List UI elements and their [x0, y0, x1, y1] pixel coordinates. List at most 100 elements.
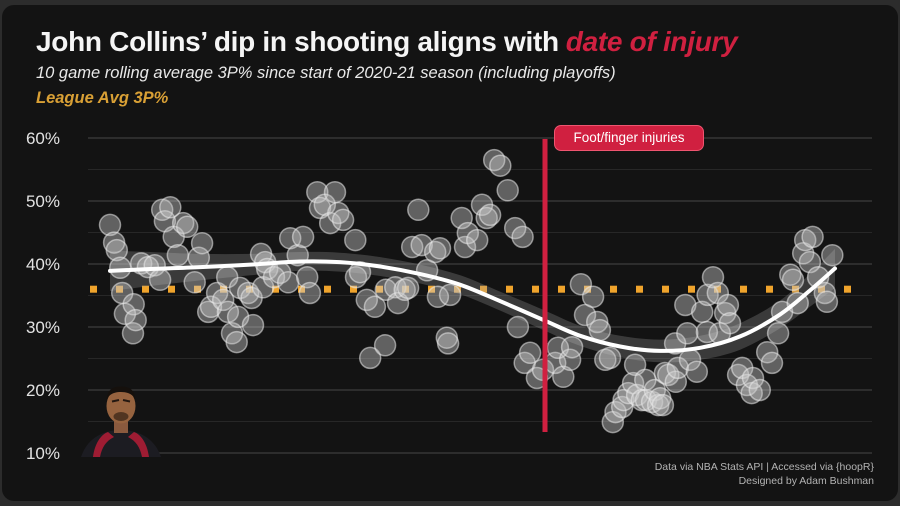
league-avg-dash [662, 285, 669, 293]
scatter-point [748, 378, 772, 402]
scatter-point [741, 366, 765, 390]
scatter-point [685, 360, 709, 383]
scatter-point [676, 322, 699, 345]
league-avg-dash [142, 285, 149, 293]
scatter-point [358, 346, 382, 370]
league-avg-dash [324, 285, 331, 293]
league-avg-dash [298, 285, 305, 293]
scatter-point [407, 198, 430, 222]
scatter-point [552, 365, 575, 389]
scatter-point [610, 395, 634, 419]
scatter-point [205, 281, 229, 305]
league-avg-dash [532, 285, 539, 293]
scatter-point [478, 203, 502, 227]
league-avg-dash [272, 285, 279, 293]
league-avg-dash [610, 285, 617, 293]
scatter-point [716, 293, 740, 317]
scatter-point [489, 154, 512, 177]
scatter-point [821, 243, 844, 267]
scatter-point [503, 216, 527, 240]
scatter-point [781, 268, 805, 292]
scatter-point [428, 237, 452, 260]
scatter-point [298, 281, 322, 305]
scatter-point [438, 283, 462, 307]
scatter-point [475, 206, 498, 230]
y-tick-label: 50% [26, 192, 60, 211]
scatter-point [199, 295, 223, 319]
scatter-point [755, 340, 779, 364]
scatter-point [344, 228, 367, 252]
injury-annotation-label: Foot/finger injuries [554, 125, 704, 151]
scatter-point [674, 293, 697, 317]
scatter-point [465, 228, 489, 252]
scatter-point [183, 271, 206, 294]
page-title: John Collins’ dip in shooting aligns wit… [36, 26, 738, 58]
scatter-point [718, 311, 742, 335]
scatter-point [664, 370, 688, 394]
player-photo [81, 386, 161, 457]
league-avg-dash [844, 285, 851, 293]
credit-line-1: Data via NBA Stats API | Accessed via {h… [654, 461, 874, 473]
y-tick-label: 10% [26, 444, 60, 463]
scatter-point [291, 225, 315, 249]
scatter-point [262, 265, 286, 289]
league-avg-dash [688, 285, 695, 293]
league-avg-dash [558, 285, 565, 293]
injury-date-line [542, 139, 548, 432]
y-tick-label: 30% [26, 318, 60, 337]
scatter-point [651, 393, 675, 417]
scatter-point [98, 213, 122, 237]
scatter-point [166, 243, 190, 267]
scatter-point [396, 276, 420, 300]
scatter-point [241, 313, 265, 337]
scatter-point [518, 341, 542, 365]
scatter-point [436, 332, 460, 355]
trend-line [108, 259, 837, 353]
scatter-point [363, 295, 387, 319]
league-avg-dash [636, 285, 643, 293]
scatter-point [511, 225, 534, 249]
league-avg-dash [506, 285, 513, 293]
scatter-point [815, 290, 839, 314]
scatter-point [496, 179, 519, 202]
league-avg-dash [194, 285, 201, 293]
credit-line-2: Designed by Adam Bushman [738, 475, 874, 487]
scatter-point [216, 300, 240, 324]
scatter-point [813, 281, 837, 305]
league-avg-dash [480, 285, 487, 293]
y-tick-label: 20% [26, 381, 60, 400]
y-tick-label: 40% [26, 255, 60, 274]
scatter-point [588, 318, 612, 342]
title-accent: date of injury [565, 26, 738, 57]
chart-subtitle: 10 game rolling average 3P% since start … [36, 64, 616, 82]
scatter-point [124, 308, 147, 332]
league-avg-legend: League Avg 3P% [36, 89, 169, 107]
league-avg-dash [766, 285, 773, 293]
scatter-point [410, 233, 433, 257]
league-avg-dash [740, 285, 747, 293]
league-avg-dash [454, 285, 461, 293]
scatter-point [666, 356, 690, 380]
scatter-point [560, 335, 584, 359]
chart-canvas: 10% 20% 30% 40% 50% 60% [26, 129, 872, 463]
scatter-point [453, 235, 477, 259]
chart-card: 10% 20% 30% 40% 50% 60% John Collins’ dip in … [2, 5, 898, 501]
scatter-point [108, 256, 132, 280]
scatter-point [373, 334, 397, 357]
scatter-point [190, 231, 214, 255]
league-avg-dash [818, 285, 825, 293]
league-avg-dash [90, 285, 97, 293]
scatter-point [331, 208, 355, 232]
scatter-point [348, 260, 372, 284]
league-avg-dash [246, 285, 253, 293]
scatter-point [581, 285, 605, 309]
scatter-point [598, 346, 622, 370]
scatter-point [323, 180, 347, 204]
league-avg-dash [168, 285, 175, 293]
y-tick-label: 60% [26, 129, 60, 148]
league-avg-dash [376, 285, 383, 293]
league-avg-dash [792, 285, 799, 293]
league-avg-dash [584, 285, 591, 293]
scatter-point [175, 215, 199, 239]
scatter-point [276, 271, 300, 294]
